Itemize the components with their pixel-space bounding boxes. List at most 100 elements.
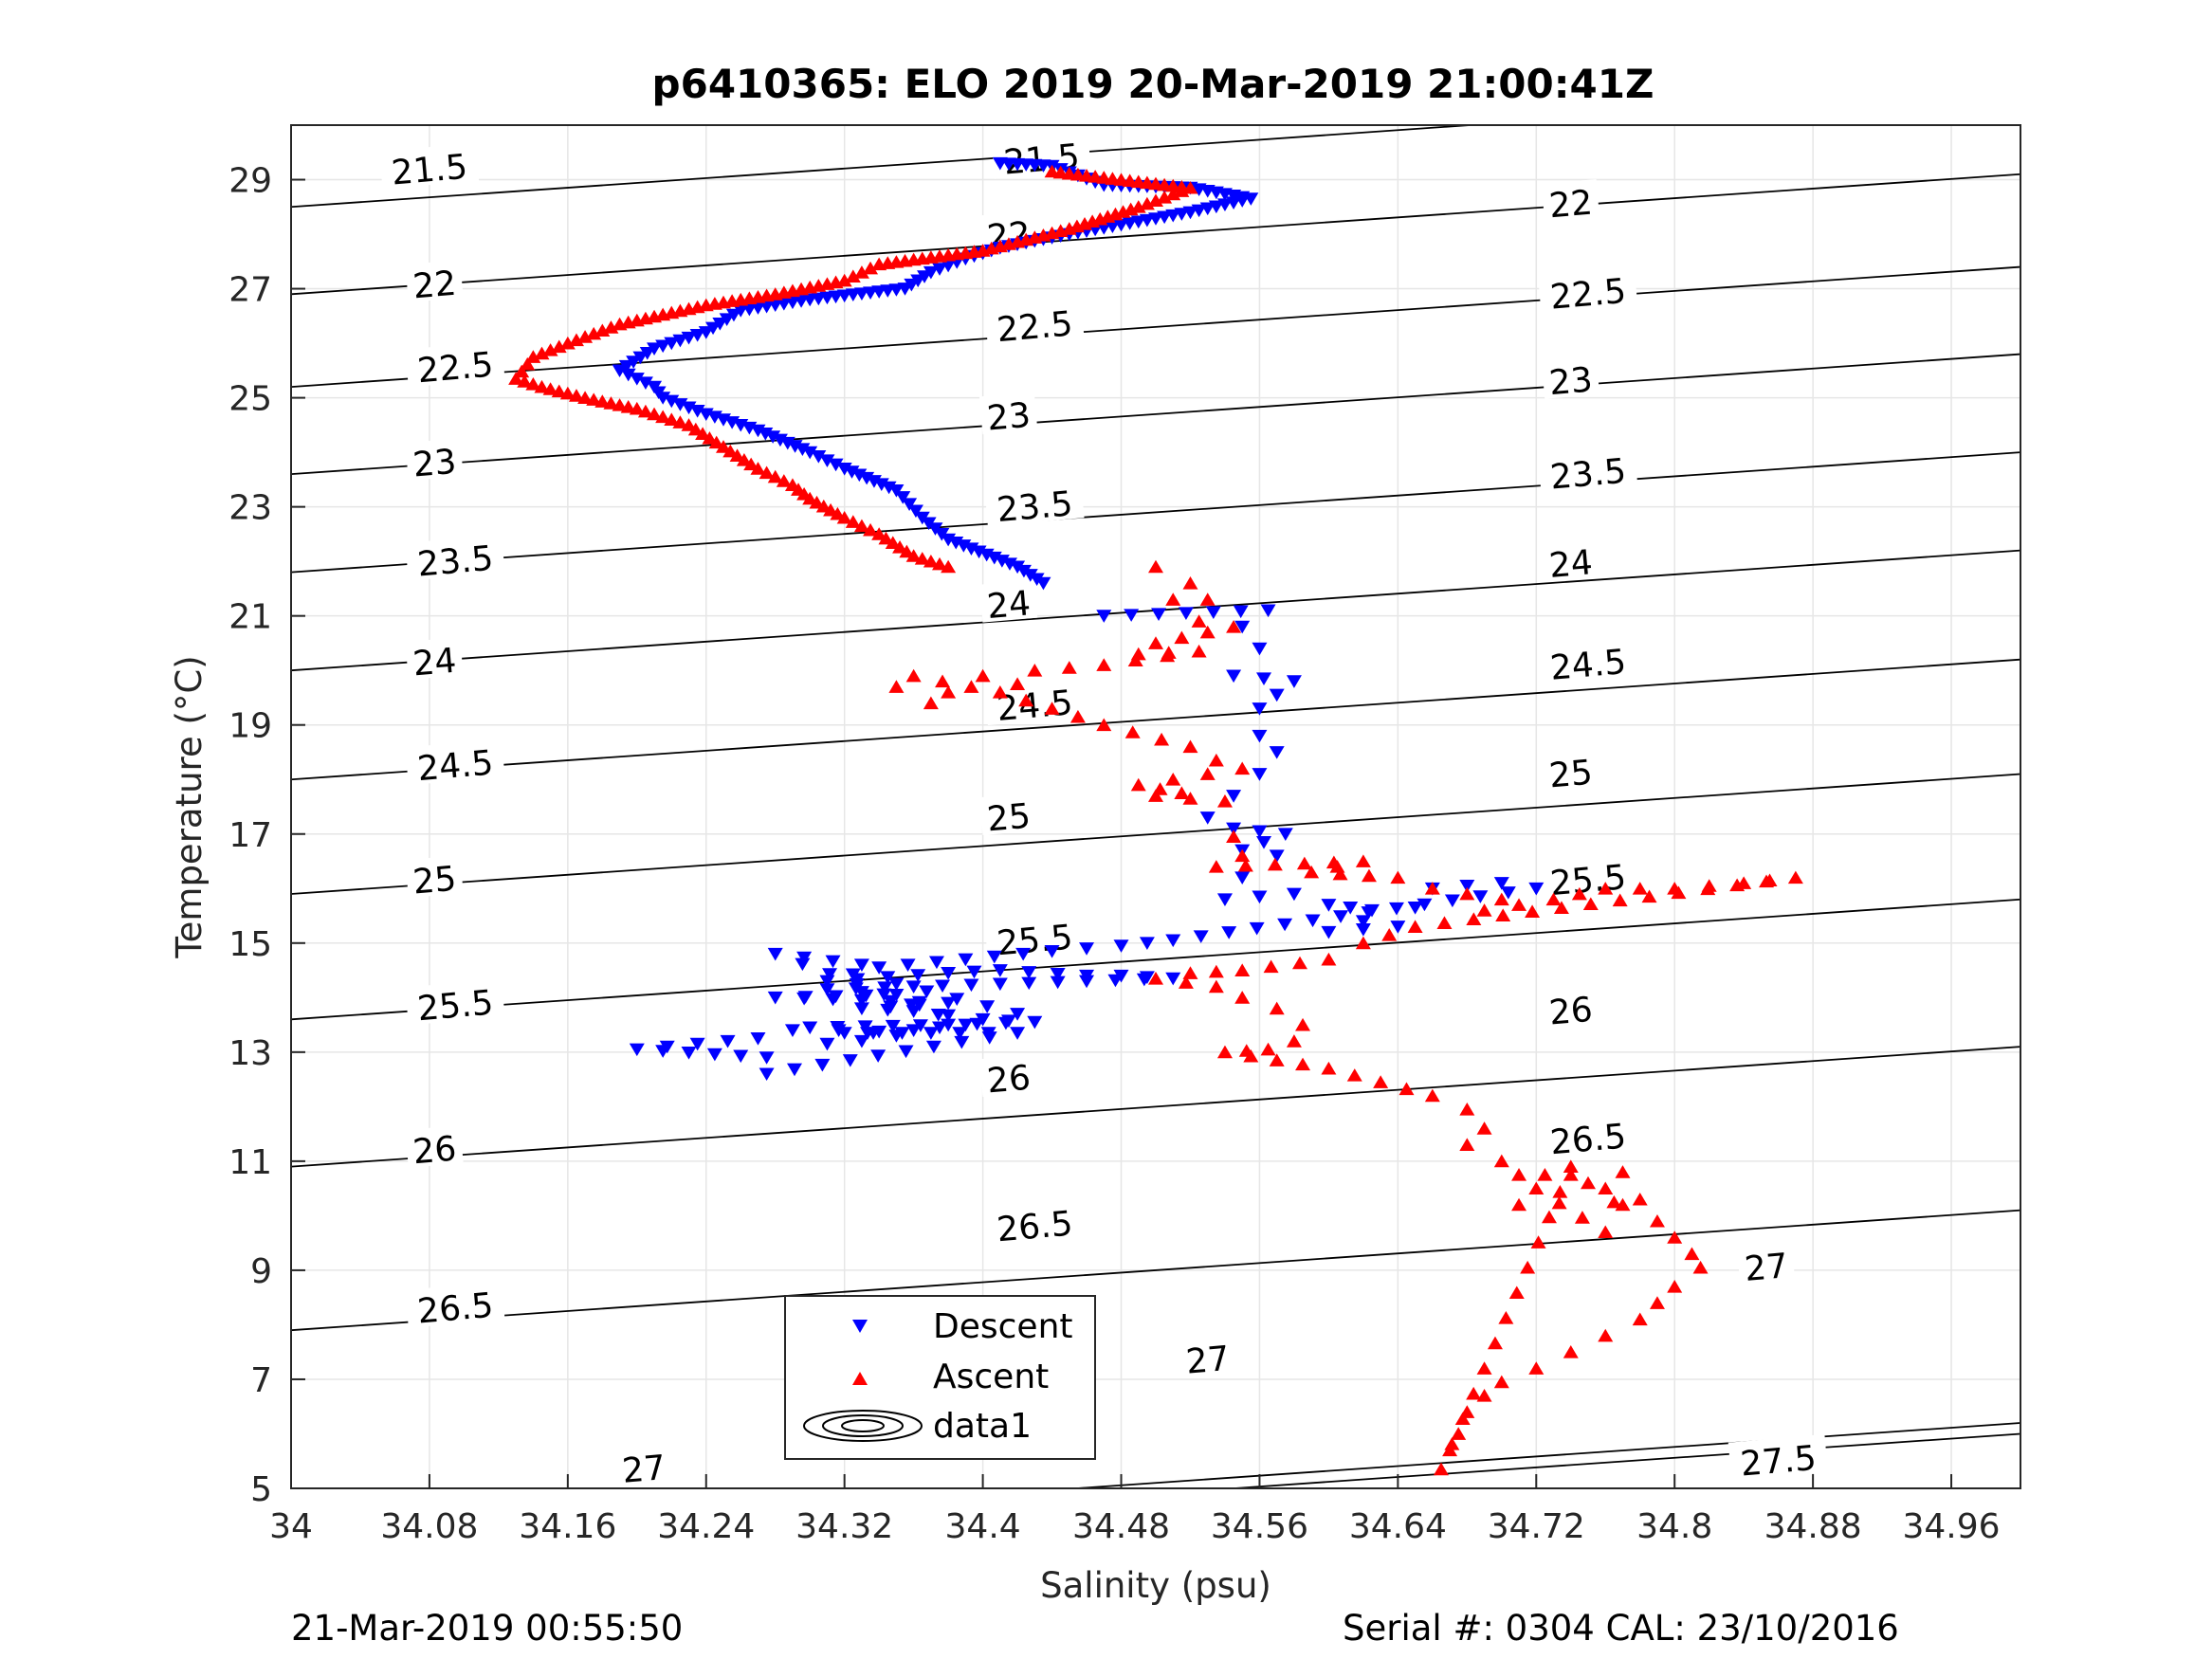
ascent-point bbox=[1130, 777, 1146, 792]
ascent-point bbox=[1436, 916, 1453, 929]
ascent-point bbox=[1700, 882, 1716, 896]
ascent-point bbox=[1191, 614, 1207, 628]
contour-label: 26.5 bbox=[984, 1199, 1085, 1249]
descent-point bbox=[952, 1027, 968, 1040]
descent-point bbox=[871, 961, 887, 975]
descent-point bbox=[1355, 923, 1371, 937]
descent-point bbox=[639, 347, 655, 360]
ascent-point bbox=[534, 346, 550, 360]
ascent-point bbox=[559, 336, 576, 350]
descent-point bbox=[1010, 1008, 1026, 1021]
ascent-point bbox=[1511, 1197, 1527, 1212]
ascent-point bbox=[1476, 1361, 1492, 1375]
contour-label: 23 bbox=[405, 438, 464, 485]
ascent-point bbox=[629, 401, 645, 415]
ascent-point bbox=[1292, 956, 1307, 970]
ascent-point bbox=[1551, 1195, 1567, 1210]
ascent-point bbox=[1321, 1061, 1337, 1075]
descent-point bbox=[1459, 880, 1475, 893]
ascent-point bbox=[716, 440, 731, 453]
descent-point bbox=[941, 1009, 957, 1023]
ascent-point bbox=[1182, 739, 1198, 754]
contour-label-text: 23 bbox=[1547, 360, 1594, 403]
ascent-point bbox=[1148, 971, 1163, 985]
ascent-point bbox=[871, 527, 887, 540]
ascent-point bbox=[534, 379, 550, 393]
contour-label-bg bbox=[1541, 356, 1600, 399]
ascent-point bbox=[1234, 761, 1251, 775]
contour-label-text: 26 bbox=[1547, 991, 1594, 1033]
ascent-point bbox=[1667, 1231, 1683, 1244]
x-tick-label: 34.08 bbox=[380, 1507, 478, 1546]
contour-label: 23.5 bbox=[984, 480, 1085, 530]
contour-label-text: 23 bbox=[985, 396, 1032, 439]
legend[interactable]: Descent Ascent data1 bbox=[784, 1295, 1096, 1460]
descent-point bbox=[1407, 902, 1423, 915]
legend-descent-label: Descent bbox=[933, 1307, 1073, 1346]
ascent-point bbox=[1390, 870, 1406, 884]
descent-point bbox=[969, 1017, 985, 1031]
descent-point bbox=[992, 964, 1008, 977]
footer-serial-cal: Serial #: 0304 CAL: 23/10/2016 bbox=[1343, 1608, 1899, 1649]
descent-point bbox=[905, 1024, 922, 1038]
descent-point bbox=[1355, 915, 1371, 928]
ascent-point bbox=[1530, 1235, 1546, 1249]
ascent-point bbox=[1571, 886, 1587, 901]
ascent-point bbox=[542, 343, 558, 356]
descent-point bbox=[1136, 973, 1152, 987]
contour-label-bg bbox=[405, 438, 464, 482]
descent-point bbox=[1015, 947, 1032, 961]
descent-point bbox=[1252, 642, 1268, 656]
y-tick-label: 21 bbox=[229, 598, 272, 637]
ascent-point bbox=[853, 265, 869, 279]
ascent-point bbox=[992, 685, 1008, 699]
ascent-point bbox=[1692, 1260, 1709, 1274]
descent-point bbox=[836, 1027, 852, 1040]
ascent-point bbox=[836, 510, 852, 524]
ascent-point bbox=[1260, 1042, 1276, 1056]
ascent-point bbox=[1373, 1075, 1389, 1088]
contour-label-text: 26 bbox=[411, 1129, 458, 1172]
x-tick-label: 34.32 bbox=[795, 1507, 893, 1546]
descent-point bbox=[1124, 609, 1140, 622]
ascent-point bbox=[514, 364, 530, 378]
contour-label: 27 bbox=[1736, 1242, 1796, 1289]
ascent-point bbox=[1165, 187, 1181, 201]
ascent-point bbox=[1787, 870, 1803, 884]
contour-label-text: 23 bbox=[411, 443, 458, 485]
ascent-point bbox=[1598, 882, 1614, 895]
contour-label-bg bbox=[1541, 749, 1600, 792]
ascent-point bbox=[586, 392, 602, 406]
x-tick-label: 34.4 bbox=[945, 1507, 1021, 1546]
contour-label-bg bbox=[978, 579, 1038, 623]
descent-point bbox=[626, 356, 642, 369]
ascent-point bbox=[517, 374, 533, 388]
descent-point bbox=[1260, 604, 1276, 618]
descent-point bbox=[1343, 902, 1359, 915]
contour-label-bg bbox=[1538, 266, 1638, 314]
contour-label: 23 bbox=[978, 392, 1038, 439]
contour-label-bg bbox=[978, 793, 1038, 835]
contour-label-text: 24.5 bbox=[996, 684, 1074, 729]
ascent-point bbox=[1553, 901, 1569, 915]
contour-label: 26.5 bbox=[405, 1281, 505, 1332]
ascent-point bbox=[743, 457, 759, 471]
descent-point bbox=[923, 265, 939, 280]
contour-label-bg bbox=[984, 913, 1085, 960]
descent-point bbox=[1390, 921, 1406, 934]
descent-point bbox=[1444, 894, 1460, 908]
ascent-point bbox=[698, 298, 714, 312]
ascent-point bbox=[1541, 1210, 1557, 1224]
ascent-point bbox=[1000, 237, 1016, 250]
descent-point bbox=[941, 259, 957, 273]
contour-label-bg bbox=[405, 260, 464, 303]
ascent-point bbox=[577, 391, 594, 404]
descent-point bbox=[802, 446, 818, 460]
ascent-point bbox=[1160, 648, 1176, 663]
descent-point bbox=[802, 1021, 818, 1035]
ascent-point bbox=[767, 469, 783, 483]
descent-point bbox=[712, 317, 728, 331]
descent-point bbox=[1500, 886, 1516, 900]
ascent-point bbox=[664, 412, 680, 427]
ascent-point bbox=[1606, 1194, 1622, 1209]
